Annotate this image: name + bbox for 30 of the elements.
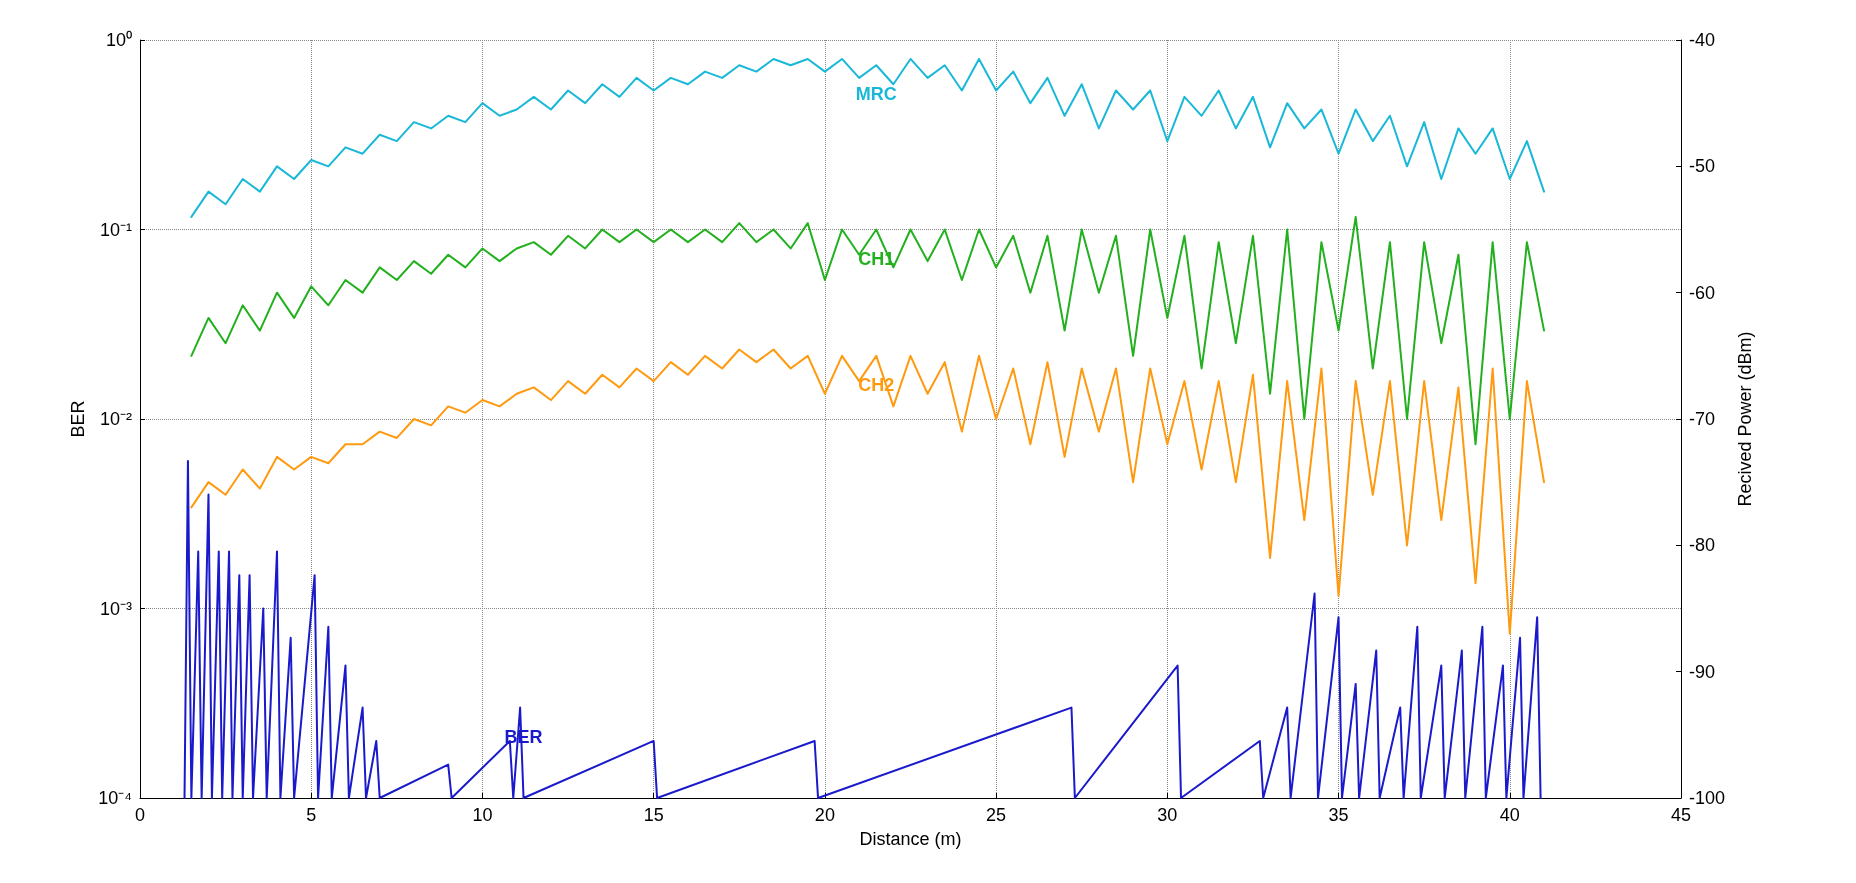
x-tick-label: 45 <box>1670 805 1692 825</box>
y2-tick-label: -80 <box>1689 535 1716 556</box>
y-tick-label: 10⁻² <box>99 409 133 429</box>
x-tick-label: 0 <box>134 805 146 825</box>
y2-tick-label: -50 <box>1689 156 1716 177</box>
y2-axis-title: Recived Power (dBm) <box>1734 331 1755 507</box>
x-tick-label: 25 <box>986 805 1007 825</box>
y2-tick-label: -70 <box>1689 409 1716 429</box>
y-tick-label: 10⁻³ <box>99 598 133 619</box>
x-tick-label: 5 <box>306 805 317 825</box>
x-tick-label: 15 <box>643 805 664 825</box>
y2-tick-label: -90 <box>1689 661 1716 682</box>
y2-tick-label: -60 <box>1689 282 1716 303</box>
line-series <box>183 460 1542 799</box>
y-tick-label: 10⁻¹ <box>99 219 133 240</box>
line-series <box>190 348 1546 635</box>
y-axis-title: BER <box>68 400 89 438</box>
line-series <box>190 57 1546 218</box>
y2-tick-label: -40 <box>1689 30 1716 50</box>
x-tick-label: 40 <box>1499 805 1520 825</box>
x-tick-label: 30 <box>1157 805 1178 825</box>
x-axis-title: Distance (m) <box>859 829 962 849</box>
line-series <box>190 215 1546 446</box>
series-label: MRC <box>855 84 897 105</box>
x-tick-label: 35 <box>1328 805 1349 825</box>
x-tick-label: 10 <box>472 805 493 825</box>
y2-tick-label: -100 <box>1689 788 1726 808</box>
y-tick-label: 10⁰ <box>105 30 132 50</box>
y-tick-label: 10⁻⁴ <box>98 788 132 808</box>
x-tick-label: 20 <box>814 805 835 825</box>
